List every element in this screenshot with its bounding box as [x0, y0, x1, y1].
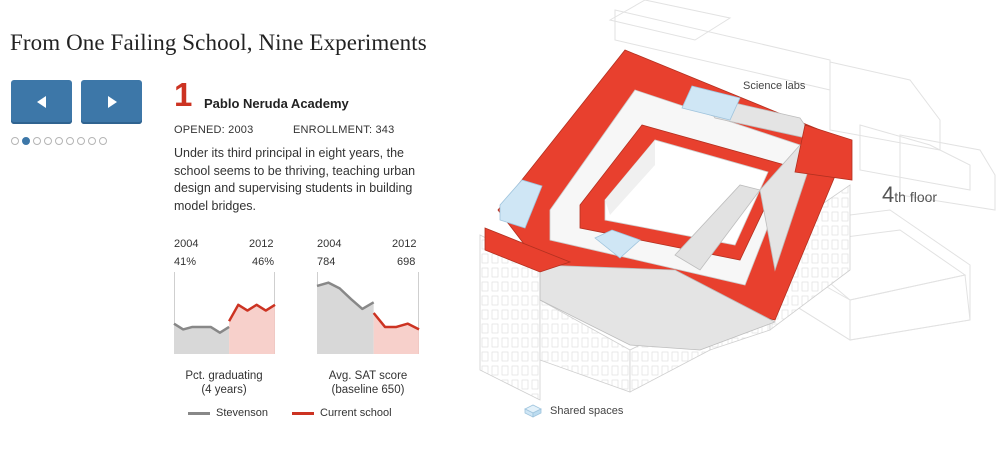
pagination-dot[interactable]	[88, 137, 96, 145]
sat-sparkline	[316, 272, 420, 354]
grad-start-year: 2004	[174, 238, 199, 250]
legend-current-label: Current school	[320, 407, 392, 419]
triangle-right-icon	[108, 96, 117, 108]
graduation-sparkline	[173, 272, 276, 354]
legend-stevenson-label: Stevenson	[216, 407, 268, 419]
next-button[interactable]	[81, 80, 142, 124]
page-title: From One Failing School, Nine Experiment…	[10, 30, 427, 55]
triangle-left-icon	[37, 96, 46, 108]
floor-suffix: th floor	[894, 189, 938, 205]
sat-caption-line2: (baseline 650)	[331, 384, 405, 396]
grad-end-value: 46%	[252, 256, 275, 268]
sat-end-value: 698	[397, 256, 416, 268]
pagination-dot[interactable]	[33, 137, 41, 145]
pagination-dot[interactable]	[22, 137, 30, 145]
shared-spaces-swatch	[524, 404, 542, 418]
grad-start-value: 41%	[174, 256, 197, 268]
previous-button[interactable]	[11, 80, 72, 124]
sat-caption: Avg. SAT score (baseline 650)	[308, 369, 428, 397]
sat-caption-line1: Avg. SAT score	[328, 370, 408, 382]
pagination-dot[interactable]	[44, 137, 52, 145]
current-school-line	[372, 312, 420, 331]
shared-spaces-label: Shared spaces	[550, 405, 624, 417]
building-floor-illustration	[479, 0, 996, 401]
current-school-area	[373, 313, 419, 354]
sat-end-year: 2012	[392, 238, 417, 250]
school-name: Pablo Neruda Academy	[204, 96, 349, 111]
pagination-dot[interactable]	[55, 137, 63, 145]
pagination-dot[interactable]	[99, 137, 107, 145]
stevenson-line	[316, 281, 375, 311]
stevenson-area	[317, 282, 374, 354]
sat-start-year: 2004	[317, 238, 342, 250]
floor-number: 4	[882, 182, 895, 207]
sat-start-value: 784	[317, 256, 336, 268]
enrollment-count: ENROLLMENT: 343	[293, 124, 395, 136]
grad-caption-line2: (4 years)	[201, 384, 247, 396]
legend-current-swatch	[292, 412, 314, 415]
grad-caption: Pct. graduating (4 years)	[164, 369, 284, 397]
pagination-dot[interactable]	[11, 137, 19, 145]
school-description: Under its third principal in eight years…	[174, 146, 416, 213]
current-school-line	[228, 303, 276, 322]
current-school-area	[229, 304, 275, 354]
floor-label: 4th floor	[882, 182, 937, 208]
stevenson-line	[173, 322, 230, 334]
legend-stevenson-swatch	[188, 412, 210, 415]
grad-caption-line1: Pct. graduating	[185, 370, 263, 382]
opened-year: OPENED: 2003	[174, 124, 254, 136]
pagination-dot[interactable]	[77, 137, 85, 145]
grad-end-year: 2012	[249, 238, 274, 250]
science-labs-label: Science labs	[743, 80, 806, 92]
school-number: 1	[174, 76, 193, 113]
pagination-dots	[11, 137, 107, 145]
pagination-dot[interactable]	[66, 137, 74, 145]
